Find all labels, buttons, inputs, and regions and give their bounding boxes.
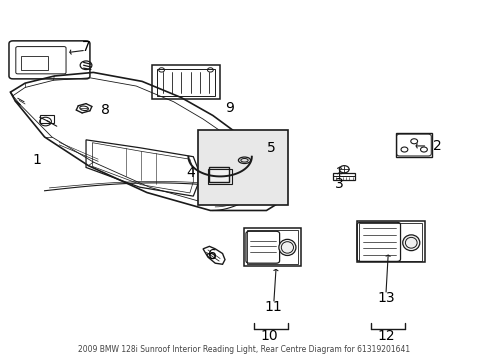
Text: 4: 4: [186, 166, 195, 180]
Text: 1: 1: [33, 153, 41, 167]
Text: 5: 5: [266, 141, 275, 155]
Bar: [157, 69, 215, 96]
Bar: [152, 65, 220, 99]
Bar: [244, 228, 300, 266]
Bar: [198, 130, 288, 205]
Bar: [356, 221, 424, 262]
Bar: [40, 115, 54, 123]
Text: 6: 6: [208, 248, 217, 262]
Ellipse shape: [278, 239, 295, 256]
Bar: [209, 167, 228, 182]
Text: 2: 2: [432, 139, 441, 153]
Text: 11: 11: [264, 300, 282, 314]
Bar: [208, 168, 231, 184]
Ellipse shape: [238, 157, 250, 163]
Text: 3: 3: [334, 177, 343, 190]
Text: 7: 7: [81, 40, 90, 54]
Text: 2009 BMW 128i Sunroof Interior Reading Light, Rear Centre Diagram for 6131920164: 2009 BMW 128i Sunroof Interior Reading L…: [78, 345, 410, 354]
Bar: [246, 230, 298, 264]
Text: 10: 10: [260, 329, 277, 343]
Text: 8: 8: [101, 103, 110, 117]
Bar: [395, 134, 431, 157]
Text: 9: 9: [225, 101, 234, 115]
Ellipse shape: [402, 235, 419, 251]
Text: 12: 12: [376, 329, 394, 343]
Bar: [332, 173, 354, 180]
Bar: [21, 56, 48, 69]
Text: 13: 13: [376, 291, 394, 305]
Bar: [358, 223, 422, 261]
